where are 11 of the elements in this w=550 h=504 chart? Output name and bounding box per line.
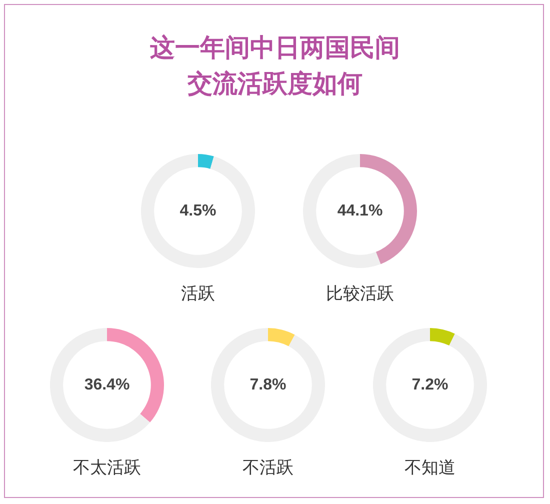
text: 不太活跃 (72, 457, 142, 479)
data-label: 36.4% (84, 376, 130, 394)
data-label: 4.5% (180, 202, 216, 220)
text: 活跃 (180, 283, 216, 305)
chart-title: 这一年间中日两国民间交流活跃度如何 (149, 32, 401, 100)
text: 比较活跃 (325, 283, 395, 305)
text: 不活跃 (242, 457, 294, 479)
data-label: 7.2% (412, 376, 448, 394)
text: 不知道 (404, 457, 456, 479)
data-label: 7.8% (250, 376, 286, 394)
data-label: 44.1% (337, 202, 383, 220)
